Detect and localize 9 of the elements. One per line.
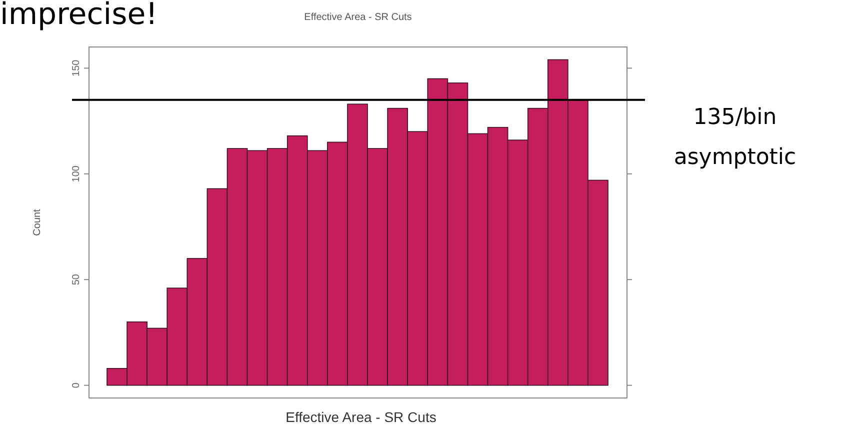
- text: imprecise!: [0, 0, 158, 32]
- y-tick-label: 150: [71, 59, 82, 76]
- y-tick-label: 100: [71, 165, 82, 182]
- x-axis-title: Effective Area - SR Cuts: [286, 409, 436, 425]
- y-tick-label: 0: [71, 382, 82, 388]
- y-tick-label: 50: [71, 274, 82, 286]
- chart-title: Effective Area - SR Cuts: [304, 12, 412, 23]
- ref-line-label: 135/bin asymptotic: [674, 104, 796, 170]
- y-axis-title: Count: [32, 208, 43, 236]
